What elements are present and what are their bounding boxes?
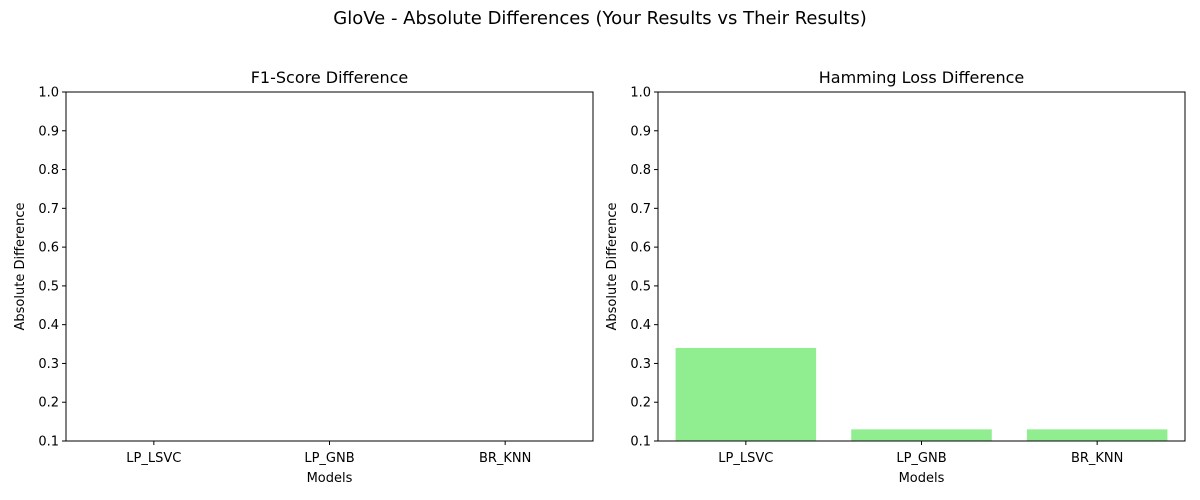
y-tick-label: 0.7	[38, 202, 59, 217]
y-tick-label: 0.7	[630, 202, 651, 217]
subplot-2: 0.1 0.2 0.3 0.4 0.5 0.6 0.7 0.8 0.9 1.0 LP_LSVC LP_…	[605, 68, 1186, 486]
bar-lp_lsvc	[675, 347, 817, 441]
x-axis-label: Models	[307, 471, 353, 486]
y-tick-label: 0.4	[630, 318, 651, 333]
y-tick-label: 1.0	[630, 86, 651, 101]
y-tick-label: 0.8	[38, 163, 59, 178]
bar-br_knn	[1026, 429, 1168, 441]
y-tick-label: 0.1	[38, 435, 59, 450]
subplot-1: 0.1 0.2 0.3 0.4 0.5 0.6 0.7 0.8 0.9 1.0 LP_LSVC LP_…	[13, 68, 594, 486]
y-tick-label: 1.0	[38, 86, 59, 101]
x-axis-label: Models	[899, 471, 945, 486]
bar-lp_gnb	[851, 429, 992, 441]
y-tick-label: 0.4	[38, 318, 59, 333]
y-tick-label: 0.9	[38, 124, 59, 139]
axes-frame	[65, 91, 594, 442]
y-tick-label: 0.6	[630, 241, 651, 256]
y-tick-label: 0.5	[630, 279, 651, 294]
x-tick-label: BR_KNN	[479, 451, 531, 466]
y-axis-label: Absolute Difference	[605, 203, 620, 331]
y-tick-label: 0.2	[38, 396, 59, 411]
y-tick-label: 0.2	[630, 396, 651, 411]
y-tick-label: 0.8	[630, 163, 651, 178]
x-tick-label: LP_GNB	[896, 451, 946, 466]
y-tick-label: 0.3	[630, 357, 651, 372]
x-tick-label: LP_LSVC	[126, 451, 181, 466]
subplot-title: F1-Score Difference	[251, 68, 409, 87]
x-tick-label: LP_GNB	[304, 451, 354, 466]
bars-group	[675, 347, 1168, 441]
x-tick-label: BR_KNN	[1071, 451, 1123, 466]
y-tick-label: 0.6	[38, 241, 59, 256]
subplot-title: Hamming Loss Difference	[819, 68, 1025, 87]
y-tick-label: 0.5	[38, 279, 59, 294]
y-axis-label: Absolute Difference	[13, 203, 28, 331]
y-tick-label: 0.1	[630, 435, 651, 450]
x-tick-label: LP_LSVC	[718, 451, 773, 466]
y-tick-label: 0.9	[630, 124, 651, 139]
y-tick-label: 0.3	[38, 357, 59, 372]
figure-suptitle: GloVe - Absolute Differences (Your Resul…	[333, 8, 867, 29]
